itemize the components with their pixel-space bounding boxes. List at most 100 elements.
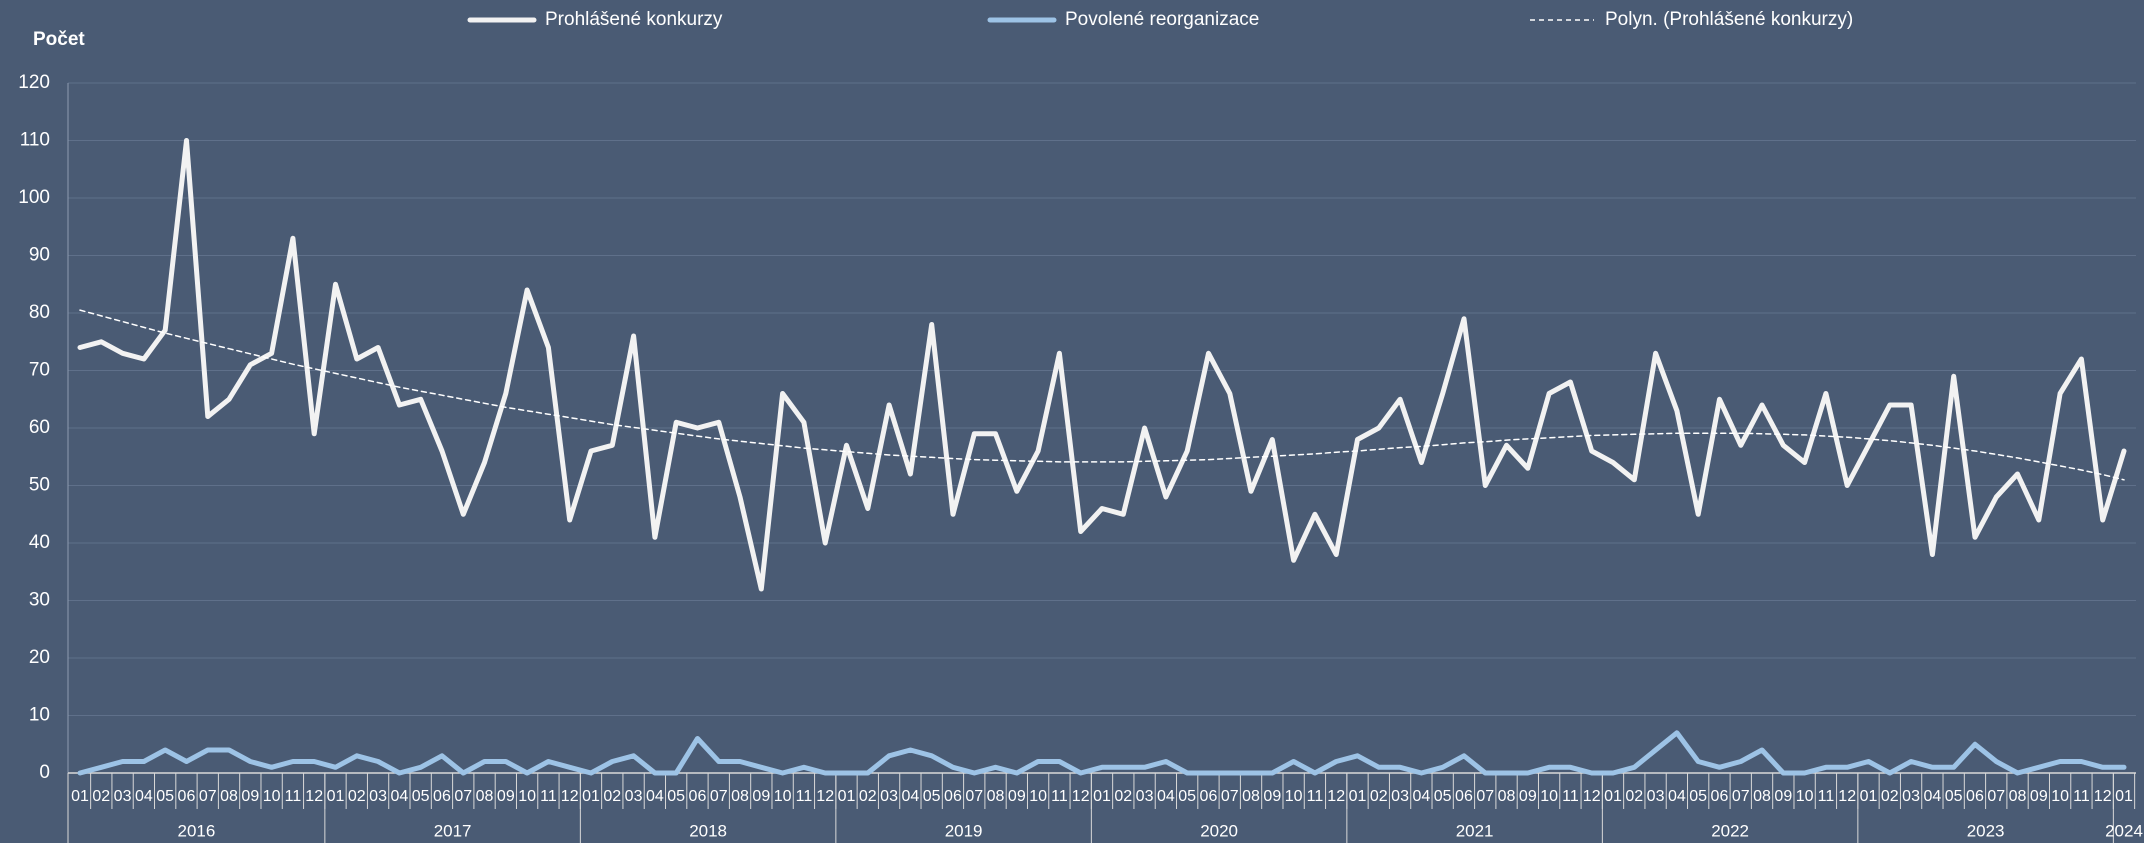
x-tick-label: 02 xyxy=(348,788,366,805)
x-tick-label: 11 xyxy=(1562,788,1579,805)
x-tick-label: 02 xyxy=(1881,788,1899,805)
x-tick-label: 09 xyxy=(1774,788,1792,805)
x-tick-label: 03 xyxy=(369,788,387,805)
x-tick-label: 06 xyxy=(1200,788,1218,805)
x-tick-label: 07 xyxy=(199,788,217,805)
x-tick-label: 01 xyxy=(1349,788,1367,805)
y-tick-label: 50 xyxy=(29,475,50,496)
y-tick-label: 30 xyxy=(29,590,50,611)
x-tick-label: 12 xyxy=(816,788,834,805)
x-tick-label: 08 xyxy=(1498,788,1516,805)
x-tick-label: 10 xyxy=(518,788,536,805)
x-tick-label: 03 xyxy=(1902,788,1920,805)
x-tick-label: 07 xyxy=(710,788,728,805)
x-tick-label: 02 xyxy=(92,788,110,805)
x-tick-label: 07 xyxy=(1987,788,2005,805)
y-tick-label: 10 xyxy=(29,705,50,726)
y-tick-label: 60 xyxy=(29,417,50,438)
x-tick-label: 01 xyxy=(2115,788,2133,805)
legend-label: Polyn. (Prohlášené konkurzy) xyxy=(1605,9,1853,30)
x-tick-label: 11 xyxy=(1307,788,1324,805)
x-tick-label: 09 xyxy=(1008,788,1026,805)
x-tick-label: 04 xyxy=(1668,788,1686,805)
y-tick-label: 100 xyxy=(18,187,50,208)
trend-line xyxy=(79,309,2125,481)
y-axis-label: Počet xyxy=(33,29,85,50)
x-tick-label: 05 xyxy=(923,788,941,805)
x-tick-label: 08 xyxy=(1242,788,1260,805)
x-tick-label: 09 xyxy=(241,788,259,805)
x-tick-label: 10 xyxy=(1540,788,1558,805)
x-tick-label: 12 xyxy=(2094,788,2112,805)
x-tick-label: 06 xyxy=(1711,788,1729,805)
series-line xyxy=(77,730,2127,776)
x-tick-label: 09 xyxy=(2030,788,2048,805)
year-label: 2017 xyxy=(434,821,472,840)
x-tick-label: 02 xyxy=(1114,788,1132,805)
x-tick-label: 05 xyxy=(156,788,174,805)
x-tick-label: 02 xyxy=(859,788,877,805)
x-tick-label: 07 xyxy=(1732,788,1750,805)
x-tick-label: 04 xyxy=(1923,788,1941,805)
year-label: 2018 xyxy=(689,821,727,840)
x-tick-label: 04 xyxy=(1157,788,1175,805)
x-tick-label: 02 xyxy=(1370,788,1388,805)
x-tick-label: 09 xyxy=(752,788,770,805)
legend-label: Prohlášené konkurzy xyxy=(545,9,723,30)
year-label: 2016 xyxy=(178,821,216,840)
x-tick-label: 12 xyxy=(1583,788,1601,805)
x-tick-label: 02 xyxy=(1625,788,1643,805)
x-tick-label: 06 xyxy=(689,788,707,805)
x-tick-label: 10 xyxy=(1029,788,1047,805)
x-tick-label: 11 xyxy=(540,788,557,805)
y-tick-label: 40 xyxy=(29,532,50,553)
x-tick-label: 03 xyxy=(880,788,898,805)
x-tick-label: 12 xyxy=(305,788,323,805)
x-tick-label: 08 xyxy=(987,788,1005,805)
series-line xyxy=(77,138,2127,592)
x-tick-label: 12 xyxy=(561,788,579,805)
year-label: 2020 xyxy=(1200,821,1238,840)
x-tick-label: 01 xyxy=(327,788,345,805)
x-tick-label: 07 xyxy=(965,788,983,805)
x-tick-label: 08 xyxy=(1753,788,1771,805)
y-tick-label: 110 xyxy=(20,130,50,151)
x-tick-label: 04 xyxy=(901,788,919,805)
x-tick-label: 11 xyxy=(796,788,813,805)
x-tick-label: 01 xyxy=(1093,788,1111,805)
x-tick-label: 08 xyxy=(220,788,238,805)
x-tick-label: 05 xyxy=(1945,788,1963,805)
x-tick-label: 03 xyxy=(1136,788,1154,805)
x-tick-label: 10 xyxy=(263,788,281,805)
x-tick-label: 08 xyxy=(2009,788,2027,805)
x-tick-label: 04 xyxy=(646,788,664,805)
x-tick-label: 04 xyxy=(135,788,153,805)
x-tick-label: 03 xyxy=(625,788,643,805)
x-tick-label: 03 xyxy=(1647,788,1665,805)
year-label: 2021 xyxy=(1456,821,1494,840)
x-tick-label: 07 xyxy=(1476,788,1494,805)
x-tick-label: 04 xyxy=(390,788,408,805)
x-tick-label: 02 xyxy=(603,788,621,805)
x-tick-label: 03 xyxy=(114,788,132,805)
x-tick-label: 05 xyxy=(667,788,685,805)
x-tick-label: 10 xyxy=(1796,788,1814,805)
x-tick-label: 11 xyxy=(1818,788,1835,805)
x-tick-label: 09 xyxy=(1519,788,1537,805)
y-tick-label: 90 xyxy=(29,245,50,266)
y-tick-label: 0 xyxy=(39,762,50,783)
x-tick-label: 06 xyxy=(944,788,962,805)
year-label: 2019 xyxy=(945,821,983,840)
x-tick-label: 05 xyxy=(1434,788,1452,805)
x-tick-label: 06 xyxy=(178,788,196,805)
x-tick-label: 01 xyxy=(1604,788,1622,805)
x-tick-label: 12 xyxy=(1327,788,1345,805)
y-tick-label: 20 xyxy=(29,647,50,668)
x-tick-label: 05 xyxy=(1178,788,1196,805)
x-tick-label: 05 xyxy=(1689,788,1707,805)
x-tick-label: 10 xyxy=(774,788,792,805)
legend-label: Povolené reorganizace xyxy=(1065,9,1259,30)
x-tick-label: 09 xyxy=(497,788,515,805)
